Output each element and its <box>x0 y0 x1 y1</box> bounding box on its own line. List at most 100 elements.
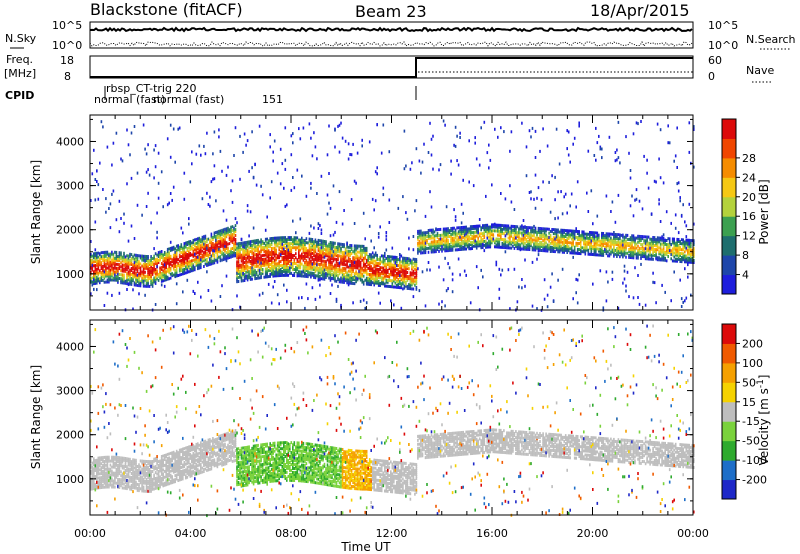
scatter-cell <box>555 242 558 246</box>
scatter-cell <box>258 293 261 297</box>
scatter-cell <box>91 260 94 264</box>
scatter-cell <box>590 231 593 235</box>
scatter-cell <box>488 166 490 170</box>
scatter-cell <box>441 243 443 247</box>
scatter-cell <box>266 271 268 275</box>
scatter-cell <box>362 211 365 215</box>
scatter-cell <box>356 264 359 268</box>
scatter-cell <box>150 272 152 276</box>
scatter-cell <box>632 246 635 250</box>
scatter-cell <box>343 253 345 257</box>
scatter-cell <box>640 254 642 258</box>
scatter-cell <box>302 274 305 278</box>
scatter-cell <box>356 151 359 155</box>
scatter-cell <box>586 244 588 248</box>
scatter-cell <box>634 250 636 254</box>
scatter-cell <box>138 274 140 278</box>
scatter-cell <box>340 278 342 282</box>
scatter-cell <box>593 241 596 245</box>
scatter-cell <box>604 238 606 242</box>
scatter-cell <box>376 172 378 176</box>
scatter-cell <box>457 240 460 244</box>
scatter-cell <box>206 258 208 261</box>
scatter-cell <box>587 238 590 242</box>
scatter-cell <box>605 238 608 242</box>
scatter-cell <box>355 270 357 274</box>
scatter-cell <box>194 252 196 256</box>
scatter-cell <box>546 247 549 251</box>
scatter-cell <box>221 230 223 234</box>
scatter-cell <box>405 284 407 288</box>
scatter-cell <box>415 147 418 151</box>
scatter-cell <box>150 267 152 270</box>
scatter-cell <box>347 275 350 279</box>
scatter-cell <box>445 235 448 239</box>
scatter-cell <box>200 250 202 254</box>
scatter-cell <box>231 251 234 254</box>
scatter-cell <box>598 233 600 237</box>
scatter-cell <box>325 262 327 266</box>
scatter-cell <box>377 258 380 262</box>
scatter-cell <box>402 256 404 260</box>
scatter-cell <box>403 278 406 282</box>
scatter-cell <box>218 233 220 237</box>
scatter-cell <box>587 252 590 256</box>
scatter-cell <box>197 263 199 267</box>
scatter-cell <box>625 289 627 293</box>
scatter-cell <box>340 258 342 262</box>
scatter-cell <box>534 246 537 250</box>
scatter-cell <box>405 266 407 270</box>
scatter-cell <box>322 273 324 277</box>
scatter-cell <box>438 238 440 241</box>
scatter-cell <box>97 259 100 263</box>
scatter-cell <box>225 231 228 235</box>
scatter-cell <box>564 229 567 233</box>
scatter-cell <box>90 278 92 282</box>
scatter-cell <box>332 241 335 245</box>
scatter-cell <box>96 251 98 255</box>
scatter-cell <box>352 142 354 146</box>
scatter-cell <box>319 251 321 255</box>
scatter-cell <box>524 245 526 249</box>
scatter-cell <box>310 241 312 245</box>
scatter-cell <box>482 238 484 242</box>
scatter-cell <box>121 277 124 281</box>
scatter-cell <box>632 238 635 242</box>
scatter-cell <box>524 284 526 288</box>
scatter-cell <box>267 257 270 261</box>
scatter-cell <box>418 231 421 235</box>
scatter-cell <box>365 280 368 284</box>
scatter-cell <box>343 280 345 284</box>
scatter-cell <box>299 264 302 268</box>
scatter-cell <box>614 240 617 244</box>
scatter-cell <box>498 267 501 271</box>
scatter-cell <box>200 266 202 270</box>
scatter-cell <box>429 246 431 250</box>
scatter-cell <box>427 242 430 246</box>
scatter-cell <box>246 209 249 213</box>
scatter-cell <box>489 227 492 231</box>
scatter-cell <box>103 262 106 266</box>
scatter-cell <box>391 246 394 250</box>
scatter-cell <box>264 269 267 273</box>
scatter-cell <box>471 237 473 240</box>
scatter-cell <box>153 148 155 152</box>
scatter-cell <box>417 249 419 253</box>
scatter-cell <box>373 259 375 263</box>
scatter-cell <box>323 277 326 281</box>
scatter-cell <box>248 240 250 244</box>
scatter-cell <box>427 232 430 236</box>
scatter-cell <box>405 270 407 274</box>
scatter-cell <box>359 299 362 303</box>
scatter-cell <box>528 248 531 251</box>
scatter-cell <box>112 270 115 274</box>
scatter-cell <box>267 269 270 273</box>
scatter-cell <box>377 272 380 275</box>
scatter-cell <box>376 279 378 283</box>
scatter-cell <box>267 249 270 253</box>
scatter-cell <box>215 250 217 254</box>
scatter-cell <box>290 250 293 253</box>
scatter-cell <box>377 273 380 277</box>
scatter-cell <box>625 255 627 259</box>
scatter-cell <box>596 231 599 235</box>
